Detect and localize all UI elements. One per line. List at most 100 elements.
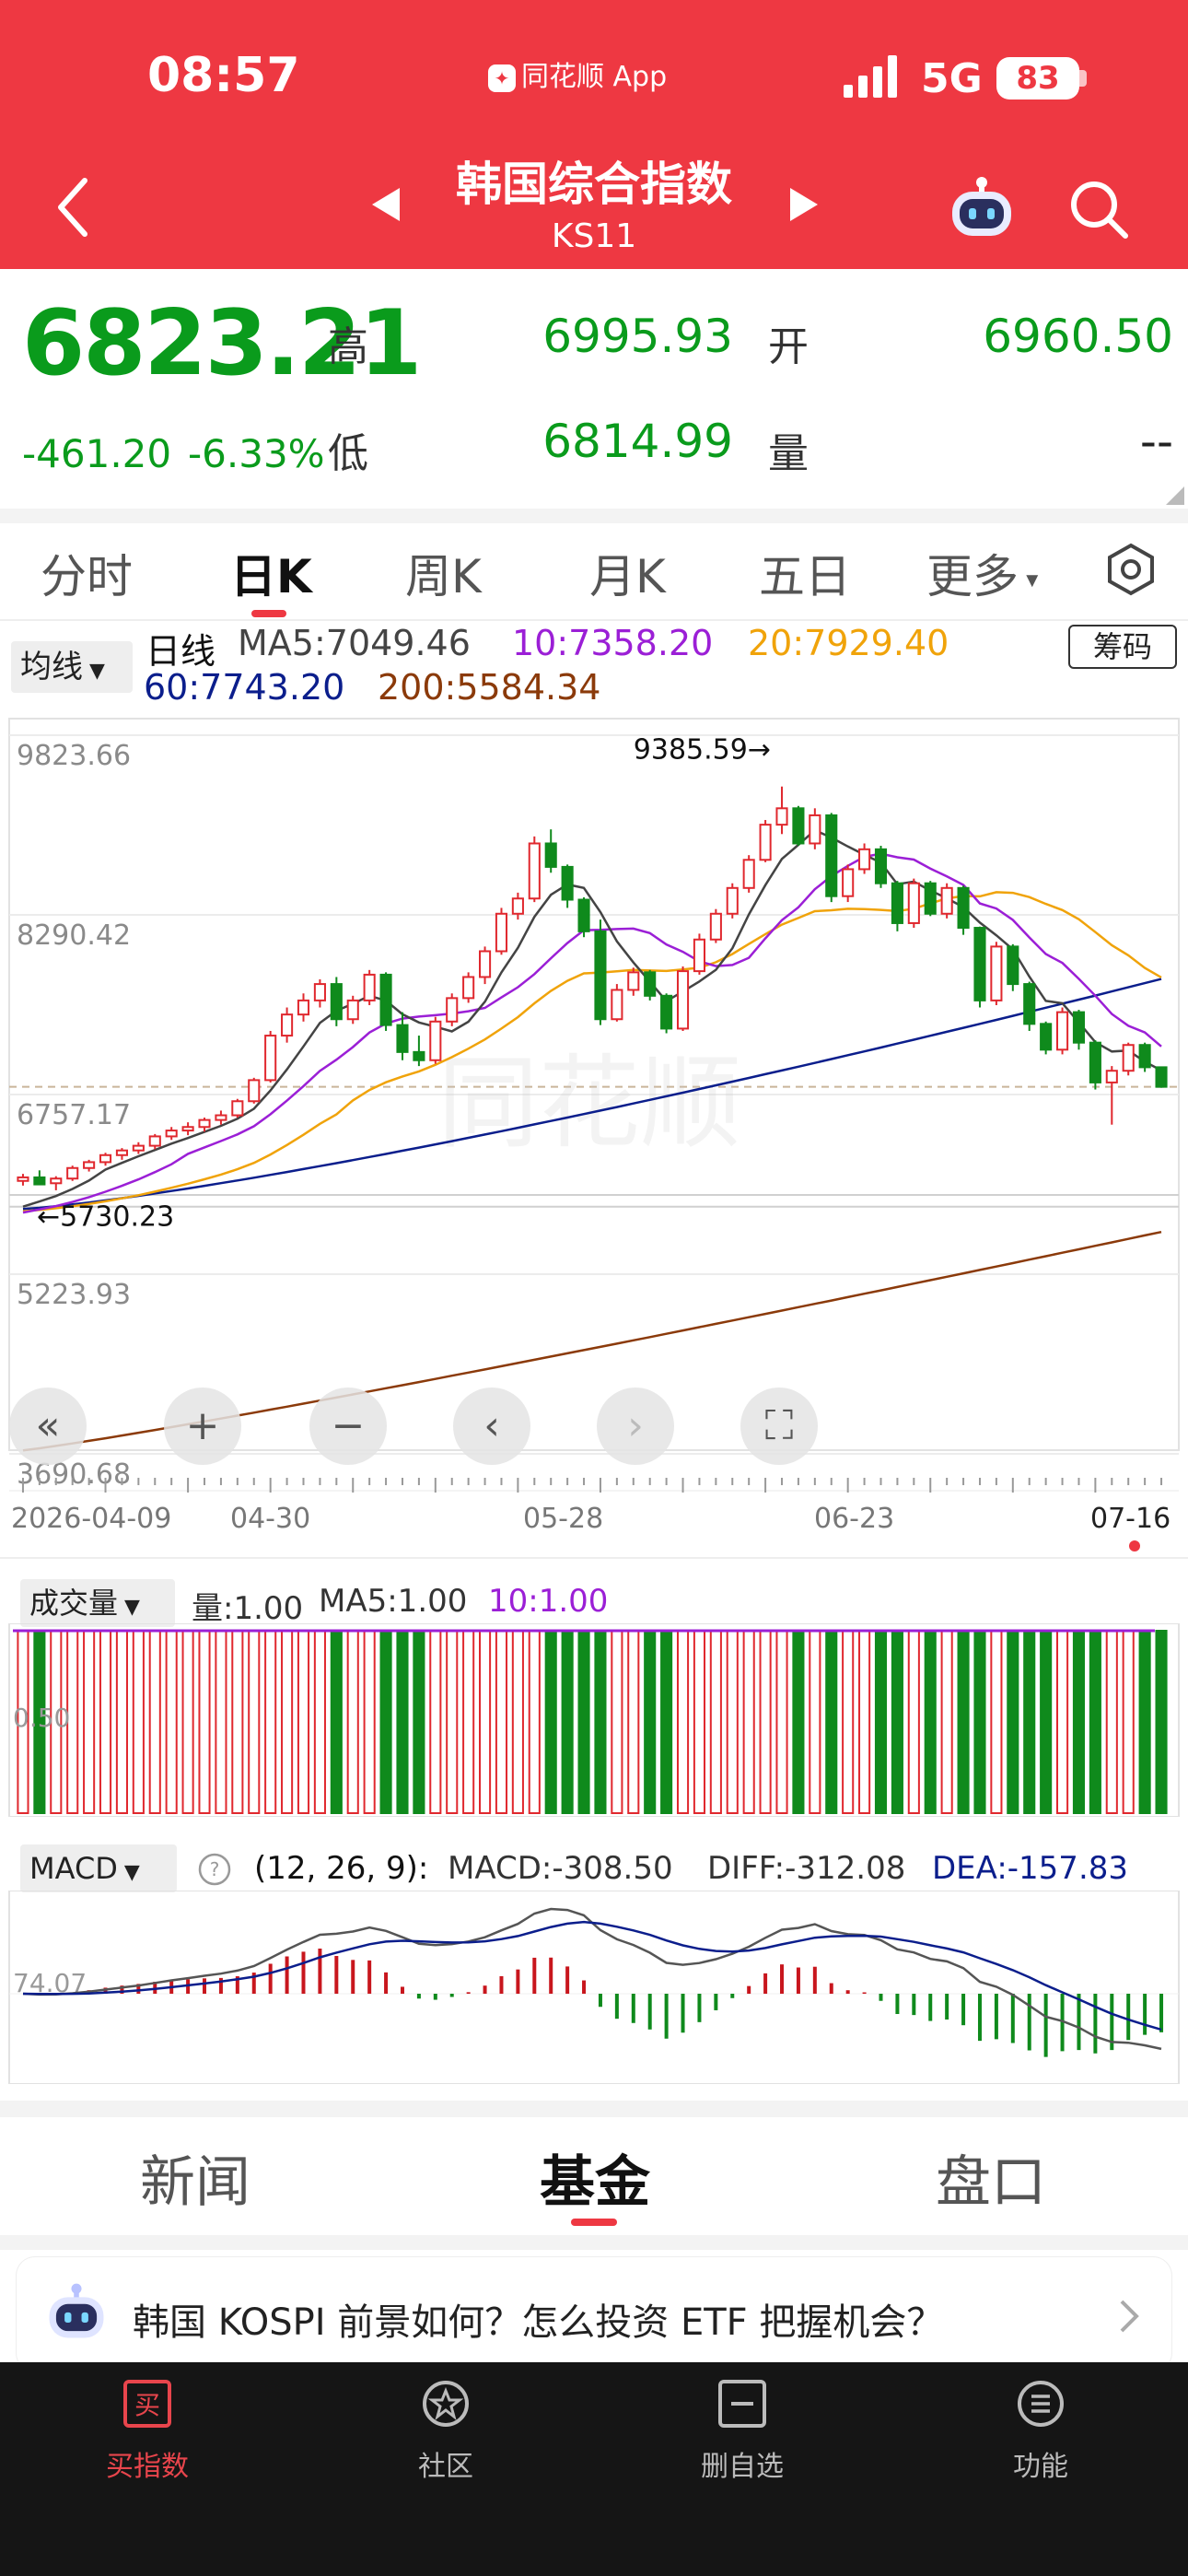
- max-price-label: 9385.59→: [634, 734, 771, 767]
- menu-icon: [1018, 2381, 1064, 2427]
- help-icon[interactable]: ?: [197, 1852, 232, 1887]
- indicator-selector[interactable]: 均线 ▼: [11, 641, 133, 693]
- app-name: ✦ 同花顺 App: [488, 53, 667, 94]
- active-tab-indicator: [251, 610, 286, 617]
- macd-frame: [8, 1891, 1180, 2084]
- volume-bar-up: [132, 1630, 145, 1814]
- volume-chart[interactable]: 0.50: [0, 1623, 1188, 1817]
- tab-intraday[interactable]: 分时: [41, 550, 133, 603]
- volume-bar-up: [215, 1630, 227, 1814]
- volume-selector-label: 成交量: [29, 1586, 119, 1621]
- dock-label: 功能: [1013, 2451, 1068, 2483]
- candle-up: [1122, 1044, 1135, 1072]
- volume-bar-up: [83, 1630, 96, 1814]
- chevron-down-icon: ▾: [1019, 566, 1039, 594]
- tab-weekly-k[interactable]: 周K: [405, 550, 482, 603]
- macd-selector-label: MACD: [29, 1851, 118, 1886]
- ma10-line: [22, 852, 1162, 1214]
- volume-bar-up: [99, 1630, 112, 1814]
- active-tab-indicator: [571, 2219, 617, 2226]
- volume-bar-up: [759, 1630, 772, 1814]
- candle-down: [644, 971, 657, 997]
- chevron-down-icon: ▼: [118, 1596, 140, 1619]
- candle-up: [742, 859, 755, 889]
- volume-selector[interactable]: 成交量 ▼: [20, 1579, 175, 1627]
- divider: [0, 2235, 1188, 2250]
- candle-up: [611, 989, 623, 1021]
- min-price-label: ←5730.23: [37, 1201, 174, 1234]
- expand-corner-icon[interactable]: [1166, 486, 1184, 505]
- candle-down: [792, 807, 805, 845]
- candle-up: [297, 999, 310, 1016]
- candle-up: [495, 912, 508, 953]
- status-time: 08:57: [147, 48, 300, 103]
- volume-bar-up: [495, 1630, 508, 1814]
- scroll-start-icon[interactable]: «: [9, 1388, 87, 1465]
- scroll-right-icon[interactable]: ›: [597, 1388, 674, 1465]
- macd-selector[interactable]: MACD ▼: [20, 1844, 177, 1892]
- volume-bar-up: [313, 1630, 326, 1814]
- volume-bar-down: [396, 1630, 409, 1814]
- volume-bar-up: [462, 1630, 475, 1814]
- candle-down: [577, 898, 590, 932]
- dock-community[interactable]: 社区: [354, 2379, 538, 2484]
- period-label: 日线: [146, 631, 216, 672]
- settings-icon[interactable]: [1103, 542, 1159, 597]
- x-tick-label: 05-28: [523, 1503, 603, 1535]
- candle-up: [215, 1114, 227, 1121]
- volume-bar-down: [577, 1630, 590, 1814]
- candle-down: [891, 882, 903, 924]
- tab-news[interactable]: 新闻: [140, 2150, 250, 2215]
- search-icon[interactable]: [1066, 177, 1131, 241]
- volume-bar-up: [281, 1630, 294, 1814]
- price-change-pct: -6.33%: [188, 431, 325, 476]
- dock-remove-watchlist[interactable]: 删自选: [650, 2379, 834, 2484]
- volume-bar-down: [1155, 1630, 1168, 1814]
- candle-up: [363, 973, 376, 1001]
- volume-bar-up: [264, 1630, 277, 1814]
- tab-monthly-k[interactable]: 月K: [589, 550, 666, 603]
- dock-buy-index[interactable]: 买 买指数: [55, 2379, 239, 2484]
- macd-chart[interactable]: 74.07: [0, 1891, 1188, 2084]
- svg-text:‹: ‹: [483, 1402, 500, 1449]
- tab-funds[interactable]: 基金: [540, 2150, 650, 2215]
- zoom-out-icon[interactable]: −: [309, 1388, 387, 1465]
- tab-daily-k[interactable]: 日K: [230, 550, 312, 603]
- volume-bar-up: [693, 1630, 705, 1814]
- kline-chart[interactable]: 9823.66 8290.42 6757.17 5223.93 3690.68 同花顺 93…: [0, 711, 1188, 1596]
- dock-functions[interactable]: 功能: [949, 2379, 1133, 2484]
- candle-up: [50, 1177, 63, 1185]
- candle-up: [759, 824, 772, 861]
- x-tick-label: 04-30: [230, 1503, 310, 1535]
- page-title: 韩国综合指数: [456, 158, 732, 211]
- tab-order-book[interactable]: 盘口: [936, 2150, 1046, 2215]
- tab-five-day[interactable]: 五日: [759, 550, 851, 603]
- volume-bar-down: [957, 1630, 970, 1814]
- candle-up: [990, 945, 1003, 1001]
- zoom-in-icon[interactable]: +: [164, 1388, 241, 1465]
- candle-up: [132, 1144, 145, 1152]
- buy-icon: 买: [123, 2380, 171, 2428]
- prev-index-icon[interactable]: [372, 188, 400, 221]
- candle-up: [83, 1161, 96, 1169]
- volume-bar-down: [973, 1630, 986, 1814]
- volume-bar-up: [809, 1630, 821, 1814]
- candle-up: [709, 912, 722, 941]
- next-index-icon[interactable]: [790, 188, 818, 221]
- news-headline[interactable]: 韩国 KOSPI 前景如何？怎么投资 ETF 把握机会？: [133, 2301, 944, 2344]
- y-tick-label: 8290.42: [17, 919, 131, 952]
- volume-bar-up: [709, 1630, 722, 1814]
- chip-distribution-button[interactable]: 筹码: [1068, 625, 1177, 669]
- volume-bar-up: [1056, 1630, 1069, 1814]
- indicator-selector-label: 均线: [20, 649, 83, 685]
- tab-more[interactable]: 更多 ▾: [926, 540, 1038, 606]
- fullscreen-icon[interactable]: ⛶: [740, 1388, 818, 1465]
- back-icon[interactable]: [55, 175, 92, 240]
- ma5-line: [22, 828, 1162, 1208]
- news-card[interactable]: [17, 2257, 1171, 2371]
- scroll-left-icon[interactable]: ‹: [453, 1388, 530, 1465]
- volume-bar-up: [198, 1630, 211, 1814]
- robot-assistant-icon[interactable]: [947, 175, 1017, 240]
- candle-up: [429, 1020, 442, 1061]
- volume-bar-up: [842, 1630, 855, 1814]
